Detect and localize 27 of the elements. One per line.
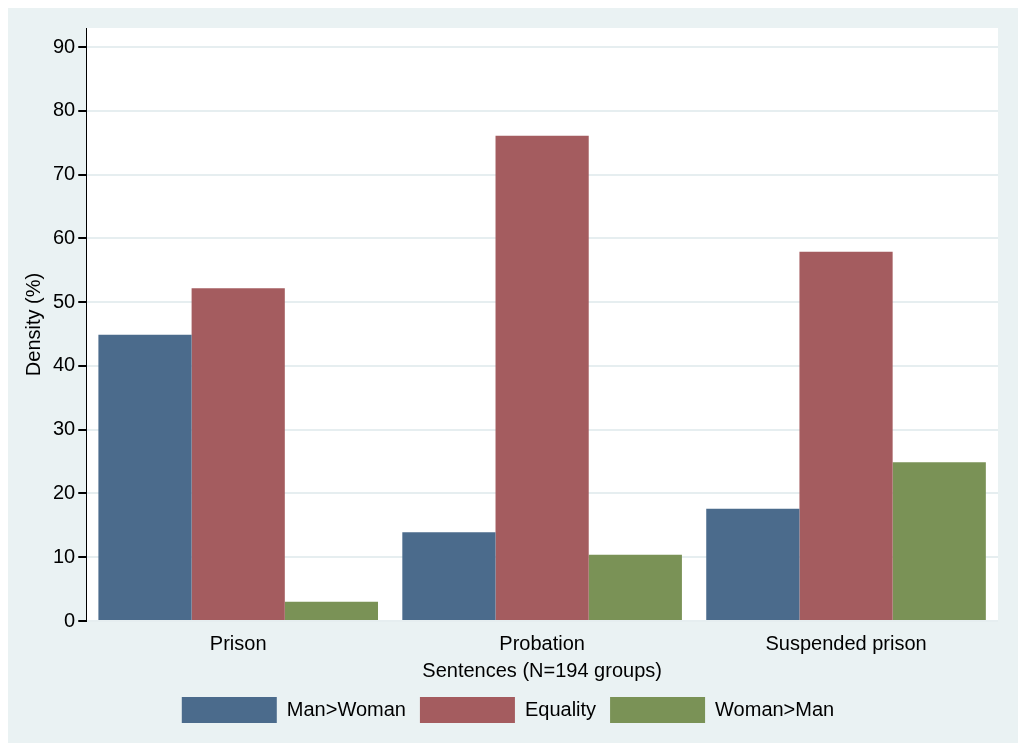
legend-label: Woman>Man	[715, 697, 835, 720]
bar	[98, 334, 192, 620]
bar	[284, 601, 379, 620]
x-tick-label: Prison	[209, 631, 267, 654]
bar	[799, 251, 893, 620]
y-tick-label: 0	[64, 608, 76, 631]
y-tick-label: 20	[53, 480, 76, 503]
x-tick-label: Probation	[499, 631, 585, 654]
y-tick-label: 90	[53, 34, 76, 57]
x-axis-title: Sentences (N=194 groups)	[422, 658, 662, 681]
bar	[402, 532, 496, 620]
y-tick-label: 80	[53, 98, 76, 121]
y-tick-label: 40	[53, 353, 76, 376]
y-axis-title: Density (%)	[21, 272, 44, 377]
x-tick-label: Suspended prison	[765, 631, 927, 654]
bar	[892, 462, 986, 620]
bar	[191, 288, 285, 620]
y-tick-label: 50	[53, 289, 76, 312]
bar	[495, 135, 589, 620]
y-tick-label: 70	[53, 162, 76, 185]
bar	[588, 554, 682, 620]
legend-label: Man>Woman	[286, 697, 406, 720]
bar	[706, 508, 800, 620]
y-tick-label: 60	[53, 225, 76, 248]
y-tick-label: 10	[53, 544, 76, 567]
y-tick-label: 30	[53, 417, 76, 440]
legend-label: Equality	[524, 697, 597, 720]
